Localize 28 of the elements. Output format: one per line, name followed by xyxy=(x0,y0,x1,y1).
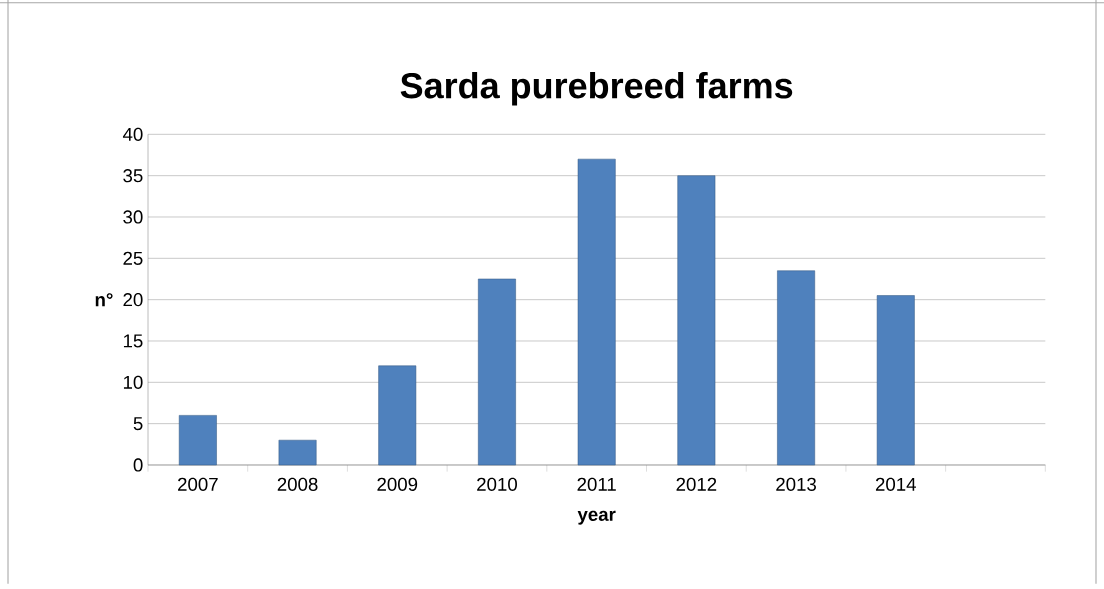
x-tick-label: 2007 xyxy=(178,477,218,491)
x-tick-label: 2013 xyxy=(776,477,816,491)
bar xyxy=(777,270,816,466)
y-tick-label: 0 xyxy=(133,458,143,472)
y-tick-label: 15 xyxy=(123,334,143,348)
x-tick-label: 2010 xyxy=(477,477,517,491)
x-tick-label: 2008 xyxy=(277,477,318,491)
bar xyxy=(378,365,417,466)
y-axis-title: n° xyxy=(95,293,113,307)
bar xyxy=(478,278,516,466)
x-tick-label: 2014 xyxy=(875,477,916,491)
x-tick-label: 2009 xyxy=(377,477,418,491)
chart-title: Sarda purebreed farms xyxy=(400,72,793,106)
y-tick-label: 30 xyxy=(123,210,143,224)
y-tick-label: 5 xyxy=(133,417,143,431)
bar xyxy=(577,158,616,466)
y-tick-label: 20 xyxy=(123,293,143,307)
x-tick-label: 2011 xyxy=(577,477,616,491)
bar xyxy=(677,175,716,466)
y-tick-label: 40 xyxy=(122,127,143,141)
x-tick-label: 2012 xyxy=(676,477,717,491)
y-tick-label: 35 xyxy=(123,169,143,183)
x-axis-title: year xyxy=(577,510,616,525)
bar xyxy=(178,415,217,466)
bar xyxy=(278,439,317,466)
y-tick-label: 25 xyxy=(123,251,143,265)
bar xyxy=(876,295,915,466)
y-tick-label: 10 xyxy=(123,375,143,389)
